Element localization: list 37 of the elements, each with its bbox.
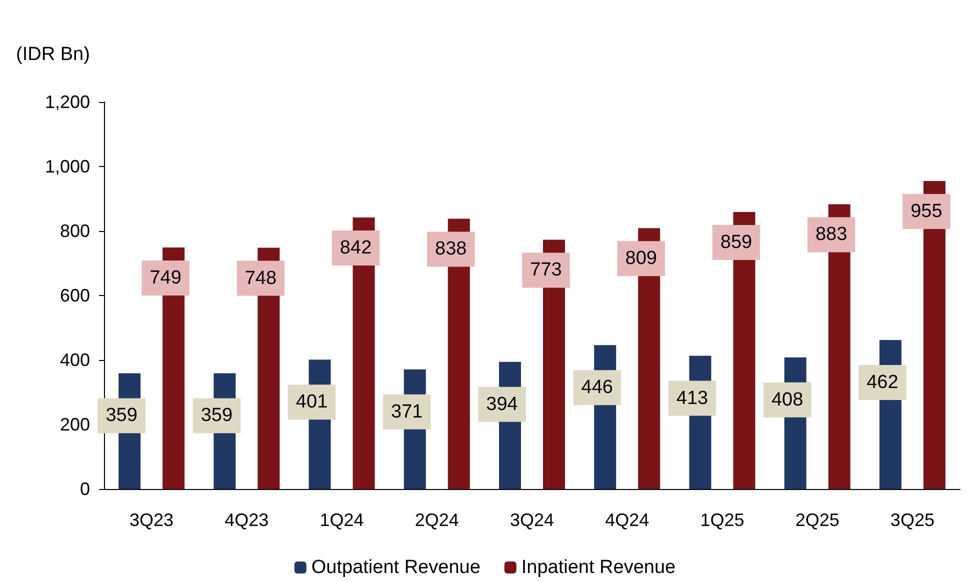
data-label: 408: [771, 389, 804, 410]
x-tick-label: 2Q25: [795, 510, 840, 530]
data-label: 401: [296, 392, 328, 413]
x-tick-label: 1Q25: [700, 510, 744, 530]
x-tick-label: 4Q23: [224, 510, 269, 530]
x-tick-label: 3Q25: [890, 510, 934, 530]
x-tick-label: 1Q24: [320, 510, 364, 530]
data-label: 371: [391, 401, 423, 422]
data-label: 749: [150, 267, 182, 288]
legend-label: Inpatient Revenue: [521, 557, 676, 578]
y-tick-label: 0: [80, 479, 90, 499]
data-label: 809: [625, 248, 657, 270]
x-tick-label: 2Q24: [414, 510, 459, 530]
data-label: 446: [581, 377, 613, 398]
y-axis-title: (IDR Bn): [16, 44, 90, 65]
x-tick-label: 3Q23: [130, 510, 174, 530]
y-tick-label: 200: [60, 414, 90, 434]
data-label: 462: [866, 372, 898, 394]
data-label: 838: [435, 238, 467, 260]
data-label: 883: [815, 224, 848, 246]
data-label: 773: [530, 260, 562, 281]
data-label: 359: [200, 405, 233, 426]
data-label: 748: [244, 268, 277, 289]
data-label: 413: [676, 388, 708, 409]
y-tick-label: 1,000: [44, 156, 90, 176]
legend-label: Outpatient Revenue: [311, 557, 480, 578]
x-tick-label: 3Q24: [510, 510, 554, 530]
y-tick-label: 400: [60, 350, 90, 370]
data-label: 359: [106, 405, 138, 426]
data-label: 842: [340, 237, 372, 258]
data-label: 859: [720, 232, 752, 253]
y-tick-label: 600: [60, 286, 90, 306]
y-tick-label: 800: [60, 221, 90, 241]
x-tick-label: 4Q24: [605, 510, 650, 530]
data-label: 955: [910, 201, 942, 222]
data-label: 394: [486, 394, 518, 415]
y-tick-label: 1,200: [44, 92, 90, 112]
